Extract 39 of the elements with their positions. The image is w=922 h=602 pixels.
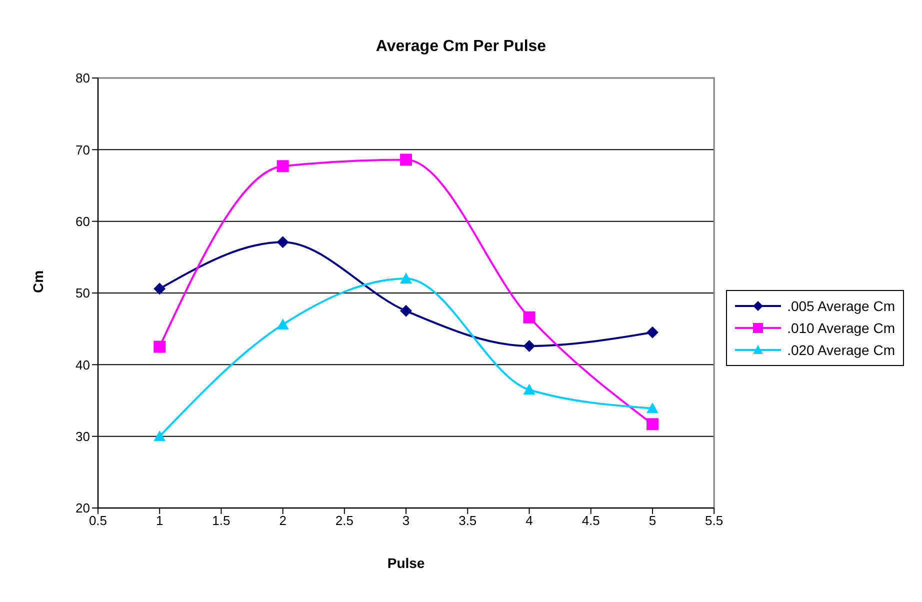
y-tick-label: 50 — [76, 286, 90, 301]
point — [646, 418, 658, 430]
y-tick-label: 60 — [76, 214, 90, 229]
y-tick-label: 80 — [76, 70, 90, 86]
point — [400, 272, 412, 284]
point — [646, 326, 658, 338]
point — [154, 282, 166, 295]
x-tick-label: 0.5 — [88, 513, 108, 528]
x-tick-label: 4 — [526, 513, 533, 528]
y-tick-label: 20 — [76, 500, 90, 516]
legend-label: .010 Average Cm — [787, 319, 895, 338]
x-tick-label: 3 — [402, 513, 410, 528]
point — [154, 430, 166, 442]
y-tick-label: 70 — [76, 142, 90, 158]
x-tick-label: 1 — [156, 513, 164, 528]
point — [523, 340, 536, 352]
point — [276, 236, 289, 248]
x-tick-label: 5 — [648, 513, 656, 528]
point — [400, 154, 412, 166]
chart-title: Average Cm Per Pulse — [374, 37, 548, 57]
y-axis-title: Cm — [30, 270, 46, 293]
point — [400, 304, 412, 317]
x-axis-title: Pulse — [387, 555, 425, 571]
x-tick-label: 5.5 — [705, 513, 724, 528]
x-tick-label: 1.5 — [212, 513, 230, 528]
legend-label: .020 Average Cm — [787, 341, 895, 360]
point — [523, 384, 536, 395]
x-tick-label: 3.5 — [458, 513, 477, 528]
point — [523, 311, 536, 324]
point — [154, 340, 166, 353]
point — [276, 160, 289, 172]
point — [646, 402, 658, 414]
x-tick-label: 2 — [279, 513, 286, 528]
y-tick-label: 30 — [76, 428, 90, 444]
legend-label: .005 Average Cm — [787, 297, 895, 316]
x-tick-label: 4.5 — [582, 513, 600, 528]
x-tick-label: 2.5 — [335, 513, 354, 528]
point — [276, 318, 289, 330]
y-tick-label: 40 — [76, 357, 90, 372]
